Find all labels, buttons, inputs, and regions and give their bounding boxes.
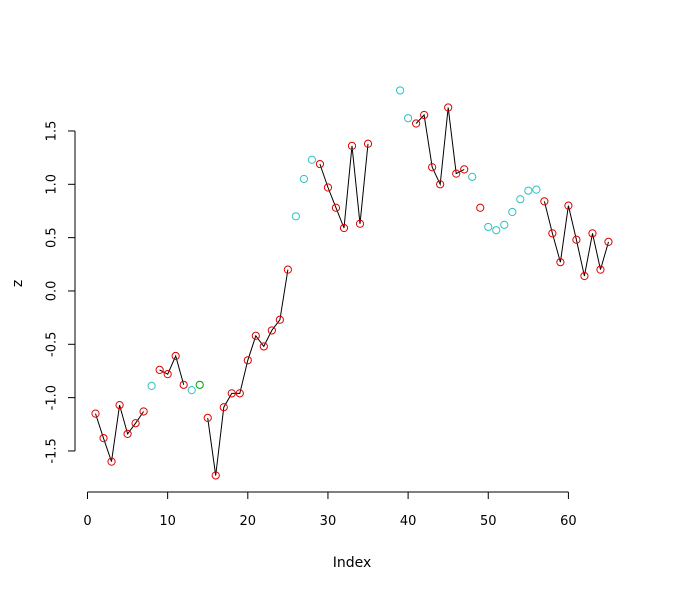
data-point	[291, 212, 300, 221]
data-point	[283, 265, 292, 274]
x-tick-label: 40	[400, 514, 417, 529]
line-segment	[207, 269, 289, 476]
data-point	[99, 434, 108, 443]
data-points	[91, 86, 613, 480]
data-point	[163, 370, 172, 379]
y-axis-title: z	[10, 280, 26, 287]
x-axis-title: Index	[333, 555, 372, 571]
data-point	[195, 380, 204, 389]
y-tick-label: 0.5	[45, 227, 60, 248]
data-point	[323, 183, 333, 192]
data-point	[500, 220, 509, 229]
data-point	[251, 331, 260, 340]
data-point	[548, 229, 557, 238]
data-point	[412, 119, 421, 128]
data-point	[259, 342, 268, 351]
data-point	[540, 197, 549, 206]
series-line	[95, 107, 609, 476]
data-point	[532, 185, 541, 194]
data-point	[331, 203, 341, 212]
line-segment	[415, 107, 465, 187]
x-tick-label: 60	[560, 514, 577, 529]
data-point	[219, 403, 228, 412]
data-point	[243, 356, 252, 365]
data-point	[139, 407, 148, 416]
data-point	[115, 400, 124, 410]
data-point	[131, 419, 140, 428]
data-point	[147, 381, 156, 390]
line-segment	[319, 143, 369, 229]
data-point	[460, 165, 469, 174]
y-tick-label: 1.5	[45, 121, 60, 142]
data-point	[395, 86, 405, 95]
data-point	[347, 141, 357, 151]
data-point	[516, 195, 525, 204]
data-point	[355, 219, 365, 228]
data-point	[179, 380, 188, 389]
axes: 0 10 20 30 40 50 60 -1.5 -1.0 -0.5 0.0 0.5 1.0 1.5	[45, 121, 577, 529]
data-point	[444, 103, 453, 112]
data-point	[436, 180, 445, 189]
data-point	[596, 265, 605, 274]
data-point	[404, 114, 413, 123]
data-point	[235, 389, 244, 398]
data-point	[452, 169, 461, 178]
data-point	[187, 386, 196, 395]
data-point	[275, 315, 284, 324]
data-point	[476, 203, 485, 212]
data-point	[267, 326, 276, 335]
x-tick-label: 50	[480, 514, 497, 529]
data-point	[572, 235, 581, 244]
data-point	[171, 351, 180, 361]
data-point	[363, 139, 373, 148]
x-axis-ticks: 0 10 20 30 40 50 60	[83, 492, 577, 529]
data-point	[564, 201, 573, 210]
data-point	[484, 222, 493, 232]
data-point	[588, 229, 597, 238]
data-point	[508, 207, 517, 217]
x-tick-label: 30	[320, 514, 337, 529]
data-point	[428, 163, 437, 172]
data-point	[524, 186, 533, 195]
data-point	[556, 258, 565, 267]
line-segment	[543, 201, 609, 277]
data-point	[227, 389, 236, 398]
line-segment	[95, 404, 145, 462]
data-point	[580, 271, 589, 281]
data-point	[307, 155, 317, 164]
data-point	[123, 429, 132, 438]
data-point	[468, 172, 477, 181]
data-point	[155, 365, 164, 374]
data-point	[420, 110, 429, 120]
y-tick-label: -1.5	[45, 438, 60, 463]
data-point	[339, 223, 349, 233]
line-segment	[159, 354, 185, 385]
y-tick-label: -0.5	[45, 332, 60, 357]
data-point	[604, 237, 613, 247]
data-point	[492, 226, 501, 235]
data-point	[107, 457, 116, 466]
data-point	[315, 159, 325, 169]
data-point	[203, 413, 212, 422]
y-tick-label: 1.0	[45, 174, 60, 195]
y-axis-ticks: -1.5 -1.0 -0.5 0.0 0.5 1.0 1.5	[45, 121, 75, 464]
x-tick-label: 10	[159, 514, 176, 529]
data-point	[91, 409, 100, 418]
data-point	[211, 471, 220, 480]
y-tick-label: 0.0	[45, 281, 60, 302]
data-point	[299, 174, 309, 184]
x-tick-label: 0	[83, 514, 91, 529]
y-tick-label: -1.0	[45, 385, 60, 410]
x-tick-label: 20	[240, 514, 257, 529]
